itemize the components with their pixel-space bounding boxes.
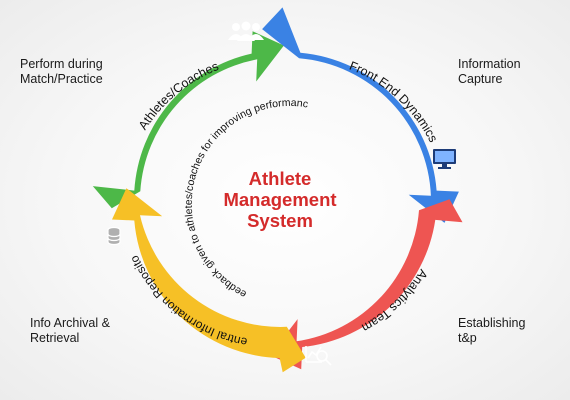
side-label-information-capture: Information Capture	[458, 57, 521, 87]
arc-central-information-repository	[112, 188, 306, 373]
side-label-perform-line2: Match/Practice	[20, 72, 103, 86]
side-label-establishing: Establishing t&p	[458, 316, 525, 346]
arc-front-end-dynamics	[262, 7, 459, 223]
side-label-perform: Perform during Match/Practice	[20, 57, 103, 87]
side-label-info-archival-line1: Info Archival &	[30, 316, 110, 330]
side-label-info-archival-line2: Retrieval	[30, 331, 80, 345]
center-title: Athlete Management System	[200, 168, 360, 231]
side-label-perform-line1: Perform during	[20, 57, 103, 71]
center-title-line2: Management	[223, 189, 337, 210]
arc-label-athletes-coaches: Athletes/Coaches	[136, 59, 221, 132]
arc-athletes-coaches	[92, 31, 284, 209]
group-of-people-icon	[228, 21, 264, 41]
arc-label-analytics-team: Analytics Team	[359, 267, 430, 335]
arc-analytics-team	[269, 199, 463, 370]
side-label-information-capture-line2: Capture	[458, 72, 503, 86]
side-label-establishing-line2: t&p	[458, 331, 477, 345]
side-label-info-archival: Info Archival & Retrieval	[30, 316, 110, 346]
center-title-line1: Athlete	[248, 168, 312, 189]
side-label-establishing-line1: Establishing	[458, 316, 526, 330]
monitor-icon	[433, 149, 456, 169]
database-icon	[107, 226, 121, 246]
chart-magnifier-icon	[305, 346, 332, 366]
center-title-line3: System	[247, 210, 313, 231]
side-label-information-capture-line1: Information	[458, 57, 521, 71]
